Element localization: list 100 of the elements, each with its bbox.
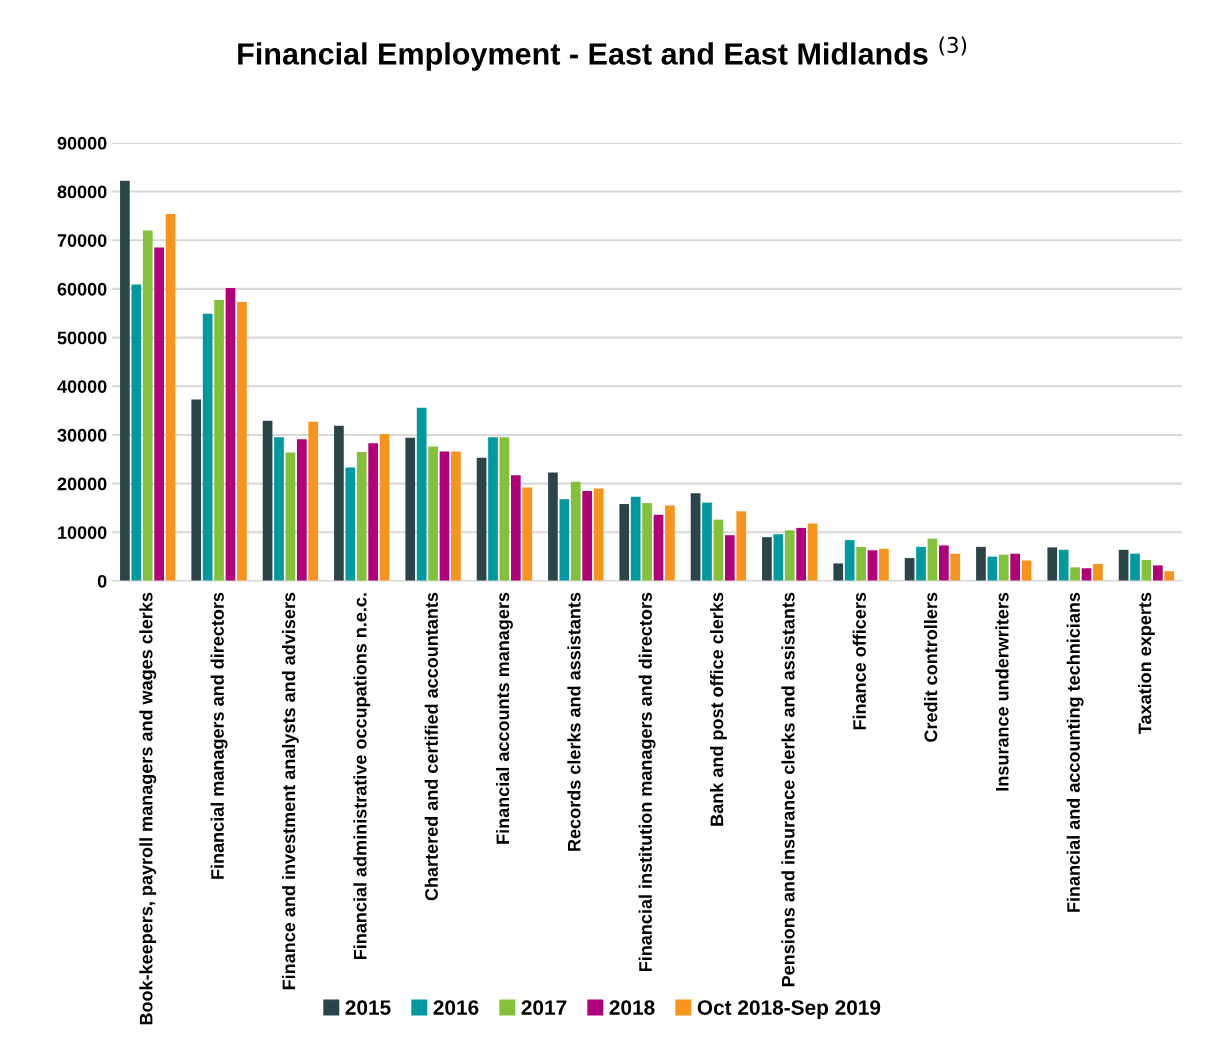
x-tick-label: Pensions and insurance clerks and assistants [781,592,795,987]
bar [451,451,461,581]
bar [570,481,581,581]
bar [844,540,855,581]
bar [976,546,986,581]
bar [428,446,438,581]
bar [237,302,247,581]
legend-label: 2016 [433,1000,479,1015]
bar [334,425,344,581]
bar [225,287,236,581]
bar [1010,553,1021,581]
bar [665,505,675,581]
y-tick-label: 10000 [58,526,107,539]
x-tick-label: Taxation experts [1138,592,1155,735]
y-tick-label: 50000 [57,331,107,345]
bar [476,457,487,581]
bar [356,451,367,581]
x-tick-label: Insurance underwriters [995,592,1009,791]
bar [368,443,379,581]
bar [998,554,1009,581]
x-tick-label: Financial institution managers and directors [638,592,656,972]
bar [582,490,593,581]
bar [439,451,450,581]
bar [191,399,202,581]
bar [879,548,889,581]
bar [214,300,224,581]
bar [690,493,701,581]
x-tick-label: Bank and post office clerks [710,592,727,826]
bar [499,437,510,581]
bar [867,550,878,581]
y-tick-label: 90000 [57,136,107,150]
y-tick-label: 60000 [57,282,107,296]
legend-label: Oct 2018-Sep 2019 [697,1000,881,1020]
x-tick-label: Records clerks and assistants [567,592,581,851]
bar [559,499,570,581]
legend-label: 2015 [345,1000,391,1015]
bar [285,452,296,581]
bar [807,523,818,581]
bar [405,437,416,581]
bar [784,530,795,581]
bar [142,230,153,581]
bar [736,511,747,581]
y-tick-label: 40000 [57,380,107,393]
bar [642,503,652,581]
bar [938,545,949,581]
bar [856,546,866,581]
bar [379,433,390,581]
bar [510,475,521,581]
x-tick-label: Financial managers and directors [210,592,228,879]
bar [165,213,176,581]
bar [274,437,284,581]
legend-label: 2018 [609,1000,655,1015]
bar [724,535,735,581]
x-tick-label: Financial and accounting technicians [1066,592,1084,912]
x-tick-label: Financial administrative occupations n.e.c. [353,593,371,960]
bar [630,496,641,581]
bar [345,467,356,581]
bar [120,180,130,581]
x-tick-label: Financial accounts managers [495,592,513,844]
bar [713,519,724,581]
bar [1164,571,1175,581]
bar [308,421,319,581]
bar [950,553,961,581]
bar [262,420,273,581]
bar [833,563,844,581]
x-tick-label: Finance and investment analysts and advisers [281,592,299,990]
bar [548,472,558,581]
x-tick-label: Chartered and certified accountants [424,592,438,901]
y-tick-label: 30000 [57,428,107,442]
x-tick-label: Book-keepers, payroll managers and wages clerks [139,592,157,1025]
bar [762,537,772,581]
bar [202,313,213,581]
bar [927,538,938,581]
bar [522,487,533,581]
bar [1093,563,1103,581]
bar [593,488,604,581]
bar [796,527,807,581]
bar [653,514,664,581]
bar [416,407,427,581]
x-tick-label: Credit controllers [924,592,938,742]
x-tick-label: Finance officers [852,592,866,730]
bar [1058,549,1069,581]
bar [619,504,630,581]
bar [773,534,784,581]
bar [131,284,142,581]
bar [154,247,164,581]
y-tick-label: 20000 [57,477,107,491]
chart-title: Financial Employment - East and East Midlands $^{(3)}$ [238,36,967,71]
y-tick-label: 70000 [57,234,107,247]
bar [296,439,307,581]
bar [1130,553,1140,581]
y-tick-label: 0 [97,574,107,588]
bar [1070,567,1080,581]
y-tick-label: 80000 [57,185,107,199]
bar [702,502,712,581]
bar [1153,565,1163,581]
bar [488,437,498,581]
bar [1047,547,1058,581]
bar [916,546,926,581]
legend-label: 2017 [521,1000,567,1015]
